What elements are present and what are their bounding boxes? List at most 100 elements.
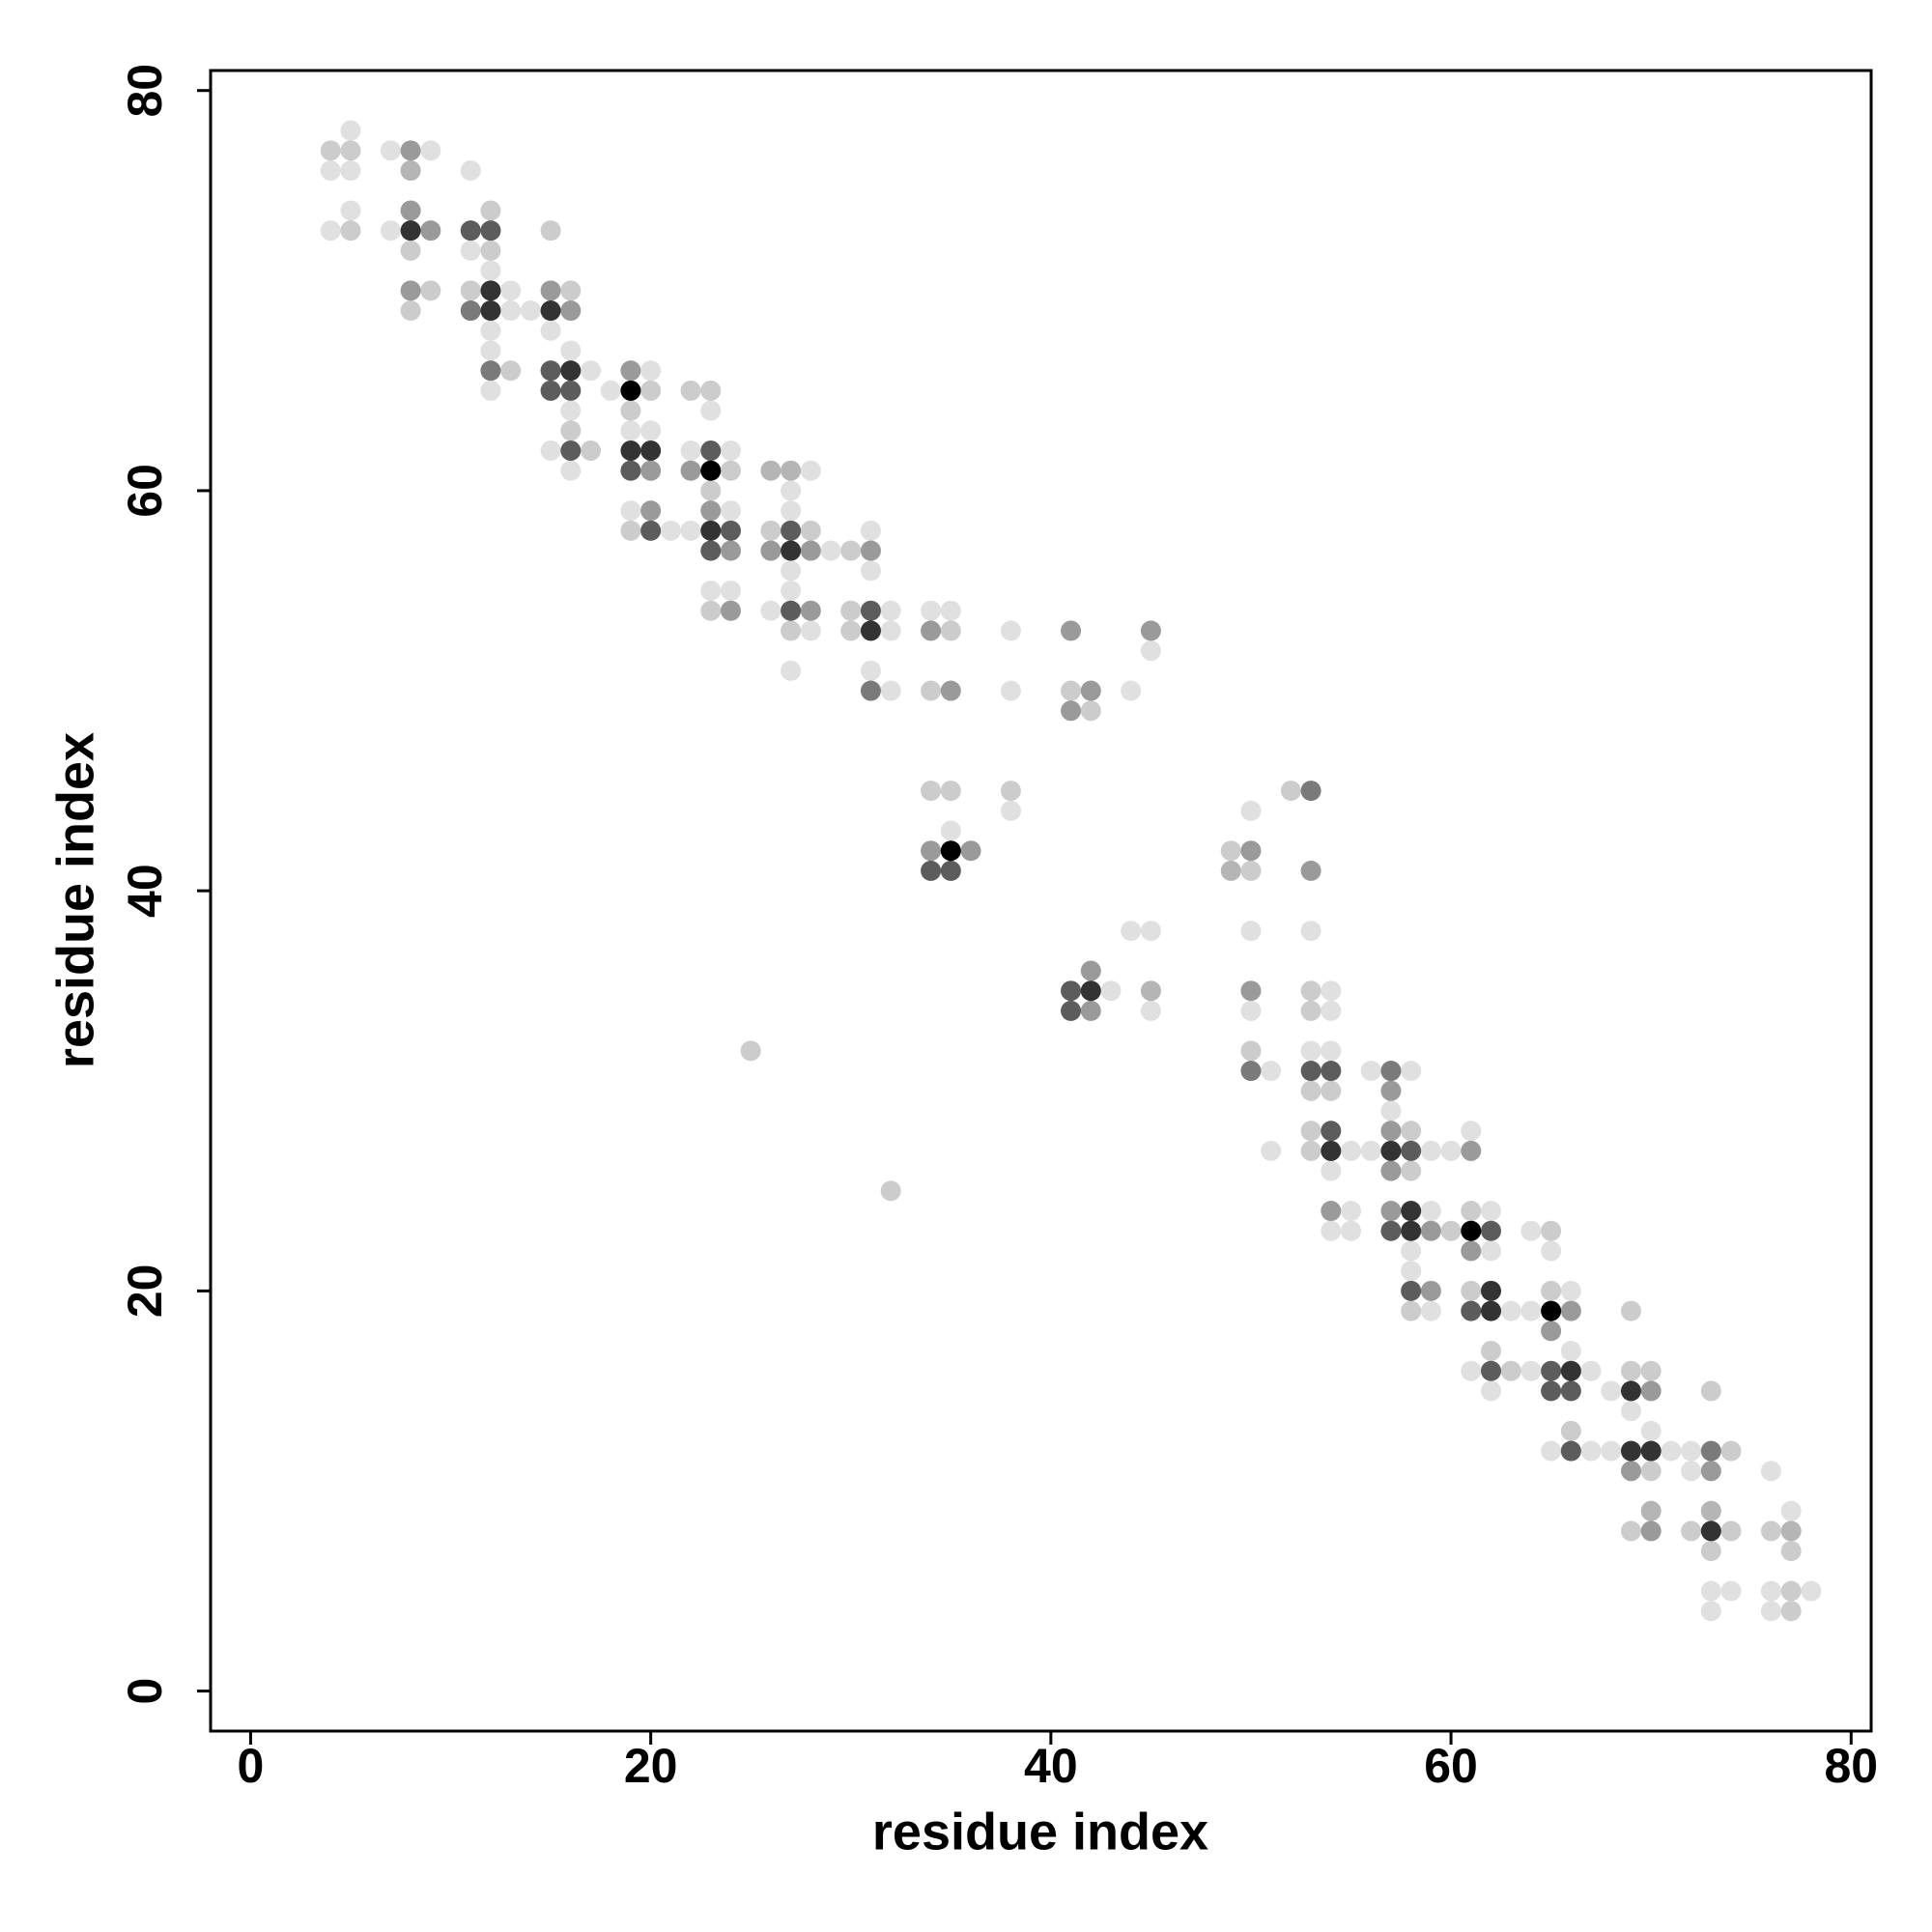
- contact-point: [640, 380, 662, 401]
- contact-point: [1300, 1061, 1321, 1082]
- contact-point: [1000, 620, 1021, 641]
- contact-point: [1520, 1300, 1542, 1321]
- contact-point: [1240, 1040, 1262, 1062]
- contact-point: [420, 280, 441, 301]
- contact-point: [1640, 1360, 1662, 1381]
- contact-point: [700, 500, 722, 522]
- contact-point: [720, 600, 741, 621]
- contact-point: [700, 600, 722, 621]
- contact-point: [700, 440, 722, 462]
- contact-point: [781, 480, 802, 501]
- contact-point: [1461, 1360, 1482, 1381]
- contact-point: [1121, 921, 1142, 942]
- contact-point: [860, 620, 881, 641]
- contact-point: [1461, 1121, 1482, 1142]
- contact-point: [1321, 1160, 1342, 1181]
- contact-point: [1480, 1300, 1501, 1321]
- contact-point: [1480, 1220, 1501, 1241]
- contact-point: [1401, 1160, 1422, 1181]
- contact-point: [1220, 840, 1241, 862]
- contact-point: [1240, 980, 1262, 1002]
- contact-point: [940, 860, 961, 881]
- contact-point: [1321, 1201, 1342, 1222]
- contact-point: [1061, 680, 1082, 701]
- x-axis-title: residue index: [872, 1803, 1208, 1861]
- contact-point: [1341, 1140, 1362, 1161]
- contact-point: [1321, 1121, 1342, 1142]
- contact-point: [921, 781, 942, 802]
- contact-point: [1500, 1300, 1521, 1321]
- contact-point: [781, 460, 802, 481]
- contact-point: [781, 520, 802, 541]
- contact-point: [1700, 1380, 1721, 1402]
- contact-point: [1620, 1401, 1641, 1422]
- contact-point: [1420, 1201, 1441, 1222]
- contact-point: [540, 360, 561, 382]
- contact-point: [781, 580, 802, 601]
- contact-point: [1061, 700, 1082, 722]
- contact-point: [540, 320, 561, 341]
- contact-point: [1541, 1220, 1562, 1241]
- contact-point: [480, 300, 501, 322]
- contact-point: [1000, 800, 1021, 821]
- contact-point: [1640, 1461, 1662, 1482]
- contact-point: [1360, 1140, 1381, 1161]
- contact-point: [1520, 1220, 1542, 1241]
- contact-point: [1140, 640, 1161, 662]
- contact-point: [1100, 980, 1122, 1002]
- contact-point: [1080, 700, 1101, 722]
- contact-point: [680, 460, 701, 481]
- contact-point: [720, 460, 741, 481]
- contact-point: [320, 220, 341, 242]
- contact-point: [680, 520, 701, 541]
- contact-point: [1541, 1240, 1562, 1262]
- contact-point: [660, 520, 681, 541]
- contact-point: [640, 460, 662, 481]
- contact-point: [781, 500, 802, 522]
- contact-point: [520, 300, 541, 322]
- contact-point: [940, 680, 961, 701]
- contact-point: [1700, 1580, 1721, 1602]
- contact-point: [1801, 1580, 1822, 1602]
- contact-point: [1560, 1380, 1581, 1402]
- contact-point: [400, 240, 421, 261]
- contact-point: [760, 520, 781, 541]
- contact-point: [1300, 921, 1321, 942]
- contact-point: [1240, 1000, 1262, 1021]
- contact-point: [1780, 1520, 1802, 1542]
- contact-point: [1760, 1520, 1781, 1542]
- contact-point: [1681, 1440, 1702, 1462]
- contact-point: [1480, 1240, 1501, 1262]
- contact-point: [1140, 980, 1161, 1002]
- contact-point: [620, 500, 641, 522]
- contact-point: [1380, 1121, 1402, 1142]
- contact-point: [860, 660, 881, 681]
- contact-point: [820, 540, 841, 561]
- contact-point: [680, 380, 701, 401]
- contact-point: [560, 460, 582, 481]
- contact-point: [1640, 1420, 1662, 1441]
- contact-point: [800, 520, 821, 541]
- contact-point: [1700, 1520, 1721, 1542]
- contact-point: [1780, 1580, 1802, 1602]
- contact-point: [1700, 1500, 1721, 1521]
- contact-point: [560, 380, 582, 401]
- contact-point: [781, 560, 802, 582]
- contact-point: [480, 380, 501, 401]
- contact-point: [1440, 1140, 1462, 1161]
- contact-point: [1720, 1520, 1742, 1542]
- contact-point: [500, 300, 522, 322]
- contact-point: [1401, 1220, 1422, 1241]
- contact-point: [1760, 1601, 1781, 1622]
- contact-point: [540, 220, 561, 242]
- contact-point: [1000, 781, 1021, 802]
- contact-point: [480, 320, 501, 341]
- x-tick-label: 0: [238, 1739, 265, 1793]
- contact-point: [1341, 1201, 1362, 1222]
- contact-point: [480, 360, 501, 382]
- contact-point: [1321, 1140, 1342, 1161]
- contact-point: [1681, 1520, 1702, 1542]
- contact-point: [340, 200, 361, 221]
